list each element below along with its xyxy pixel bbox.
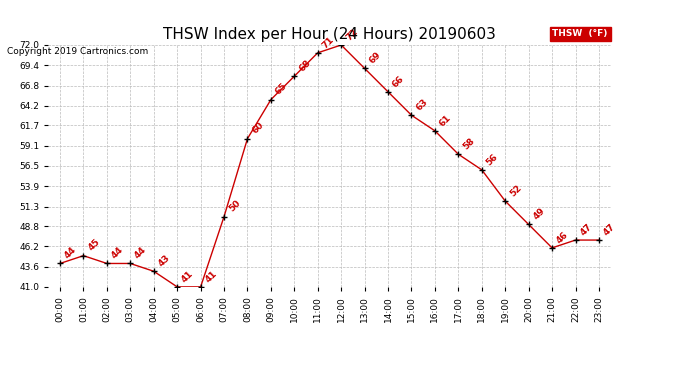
Text: 60: 60	[250, 121, 266, 136]
Text: 41: 41	[204, 269, 219, 284]
Text: 41: 41	[180, 269, 195, 284]
Text: 65: 65	[274, 82, 289, 97]
Text: 68: 68	[297, 58, 313, 74]
Text: 45: 45	[86, 238, 101, 253]
Text: 44: 44	[110, 245, 125, 261]
Text: 47: 47	[602, 222, 617, 237]
Text: 71: 71	[321, 35, 336, 50]
Text: 72: 72	[344, 27, 359, 42]
Text: 58: 58	[461, 136, 476, 152]
Text: 46: 46	[555, 230, 570, 245]
Text: 63: 63	[414, 97, 429, 112]
Text: 43: 43	[157, 253, 172, 268]
Text: Copyright 2019 Cartronics.com: Copyright 2019 Cartronics.com	[7, 47, 148, 56]
Text: 52: 52	[508, 183, 523, 198]
Text: 49: 49	[531, 206, 546, 222]
Text: 61: 61	[437, 113, 453, 128]
Text: 66: 66	[391, 74, 406, 89]
Text: THSW  (°F): THSW (°F)	[553, 29, 608, 38]
Text: 50: 50	[227, 199, 242, 214]
Text: 69: 69	[367, 50, 383, 66]
Title: THSW Index per Hour (24 Hours) 20190603: THSW Index per Hour (24 Hours) 20190603	[163, 27, 496, 42]
Text: 44: 44	[133, 245, 148, 261]
Text: 56: 56	[484, 152, 500, 167]
Text: 47: 47	[578, 222, 593, 237]
Text: 44: 44	[63, 245, 78, 261]
